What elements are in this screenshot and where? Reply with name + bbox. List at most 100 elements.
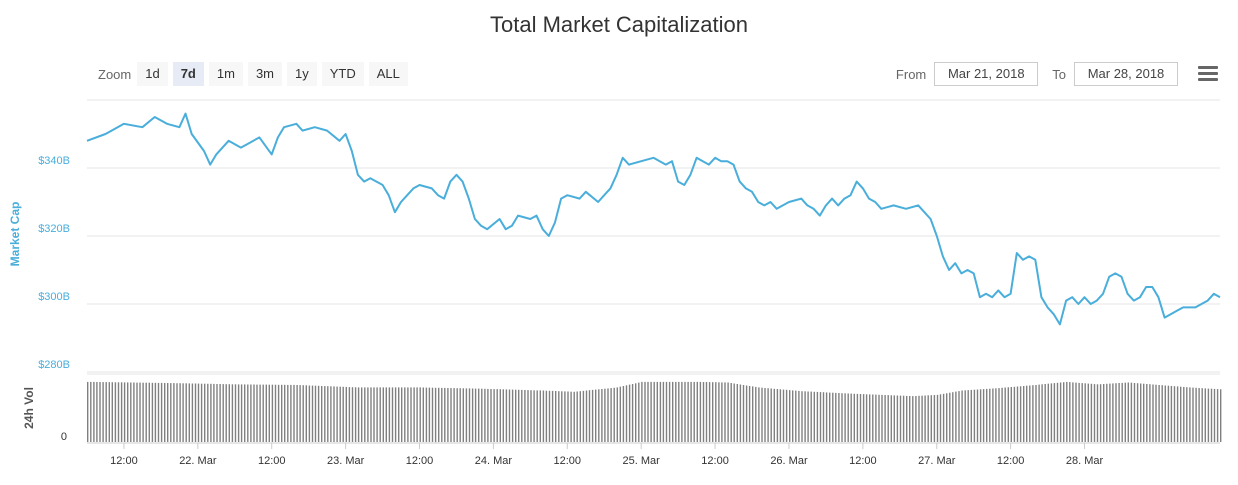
volume-bar	[832, 392, 834, 442]
volume-bar	[850, 393, 852, 442]
to-date-input[interactable]: Mar 28, 2018	[1074, 62, 1178, 86]
volume-bar	[133, 382, 135, 442]
volume-bar	[558, 391, 560, 442]
volume-bar	[99, 382, 101, 442]
volume-bar	[841, 393, 843, 442]
zoom-1d-button[interactable]: 1d	[137, 62, 168, 86]
volume-bar	[819, 392, 822, 442]
volume-bar	[496, 389, 498, 442]
volume-bar	[1180, 386, 1182, 442]
volume-bar	[148, 382, 150, 442]
volume-bar	[662, 381, 665, 442]
volume-bar	[93, 381, 95, 442]
volume-bar	[1106, 383, 1108, 442]
volume-bar	[373, 387, 375, 442]
volume-bar	[1016, 386, 1019, 442]
volume-bar	[693, 381, 695, 442]
volume-bar	[970, 389, 972, 442]
volume-bar	[434, 387, 437, 443]
volume-bar	[976, 389, 979, 442]
volume-bar	[1112, 383, 1114, 442]
volume-bar	[982, 389, 985, 442]
volume-bar	[157, 382, 160, 442]
volume-bar	[752, 386, 754, 442]
volume-bar	[668, 381, 671, 442]
volume-bar	[761, 387, 763, 442]
volume-bar	[284, 384, 286, 442]
volume-bar	[382, 387, 384, 442]
volume-bar	[690, 381, 692, 442]
volume-bar	[678, 381, 680, 442]
volume-bar	[308, 385, 311, 442]
volume-bar	[1186, 387, 1188, 442]
volume-bar	[958, 391, 960, 442]
volume-bar	[296, 385, 298, 442]
volume-bar	[1056, 382, 1059, 442]
zoom-ytd-button[interactable]: YTD	[321, 62, 364, 86]
volume-bar	[588, 390, 591, 442]
volume-bar	[785, 389, 788, 442]
volume-bar	[672, 381, 674, 442]
zoom-1m-button[interactable]: 1m	[208, 62, 243, 86]
volume-bar	[1078, 382, 1080, 442]
volume-bar	[699, 381, 702, 442]
volume-bar	[204, 383, 206, 442]
volume-bar	[191, 383, 194, 442]
volume-bar	[576, 391, 578, 442]
volume-bar	[484, 388, 486, 442]
volume-bar	[1090, 383, 1093, 442]
volume-bar	[1041, 384, 1043, 442]
volume-bar	[745, 385, 748, 442]
volume-bar	[653, 381, 655, 442]
volume-bar	[598, 389, 600, 442]
hamburger-menu-icon[interactable]	[1198, 66, 1218, 82]
volume-bar	[453, 388, 455, 442]
volume-bar	[179, 383, 181, 442]
volume-bar	[1096, 384, 1099, 442]
volume-bar	[533, 390, 535, 442]
zoom-all-button[interactable]: ALL	[368, 62, 408, 86]
zoom-3m-button[interactable]: 3m	[247, 62, 282, 86]
zoom-7d-button[interactable]: 7d	[172, 62, 204, 86]
volume-bar	[342, 386, 344, 442]
volume-bar	[881, 394, 883, 442]
volume-bar	[102, 382, 104, 442]
volume-bar	[798, 390, 800, 442]
x-tick-label: 26. Mar	[770, 455, 808, 467]
volume-bar	[234, 384, 237, 442]
volume-bar	[1069, 382, 1071, 442]
volume-bar	[1143, 383, 1145, 442]
volume-zero-tick: 0	[61, 431, 67, 443]
volume-bar	[967, 390, 969, 442]
volume-bar	[659, 381, 662, 442]
x-tick-label: 28. Mar	[1066, 455, 1104, 467]
volume-bar	[530, 390, 532, 442]
x-tick-label: 24. Mar	[475, 455, 513, 467]
volume-bar	[930, 395, 932, 442]
volume-bar	[890, 395, 892, 442]
volume-bar	[915, 396, 917, 442]
volume-bar	[727, 382, 729, 442]
volume-bar	[222, 384, 224, 442]
volume-bar	[641, 381, 643, 442]
volume-bar	[398, 387, 400, 442]
volume-bar	[268, 384, 270, 442]
volume-bar	[573, 391, 575, 442]
volume-bar	[779, 389, 782, 442]
volume-bar	[1038, 384, 1040, 442]
volume-bar	[1019, 386, 1022, 442]
volume-bar	[865, 394, 868, 442]
zoom-1y-button[interactable]: 1y	[287, 62, 317, 86]
volume-bar	[607, 388, 609, 442]
volume-bar	[1198, 388, 1200, 442]
volume-bar	[755, 386, 757, 442]
volume-bar	[902, 395, 905, 442]
volume-bar	[290, 384, 292, 442]
x-tick-label: 12:00	[110, 455, 138, 467]
volume-bar	[998, 388, 1000, 442]
x-tick-label: 12:00	[701, 455, 729, 467]
volume-bar	[995, 388, 997, 442]
from-date-input[interactable]: Mar 21, 2018	[934, 62, 1039, 86]
volume-bar	[810, 391, 812, 442]
volume-bar	[1161, 385, 1163, 442]
